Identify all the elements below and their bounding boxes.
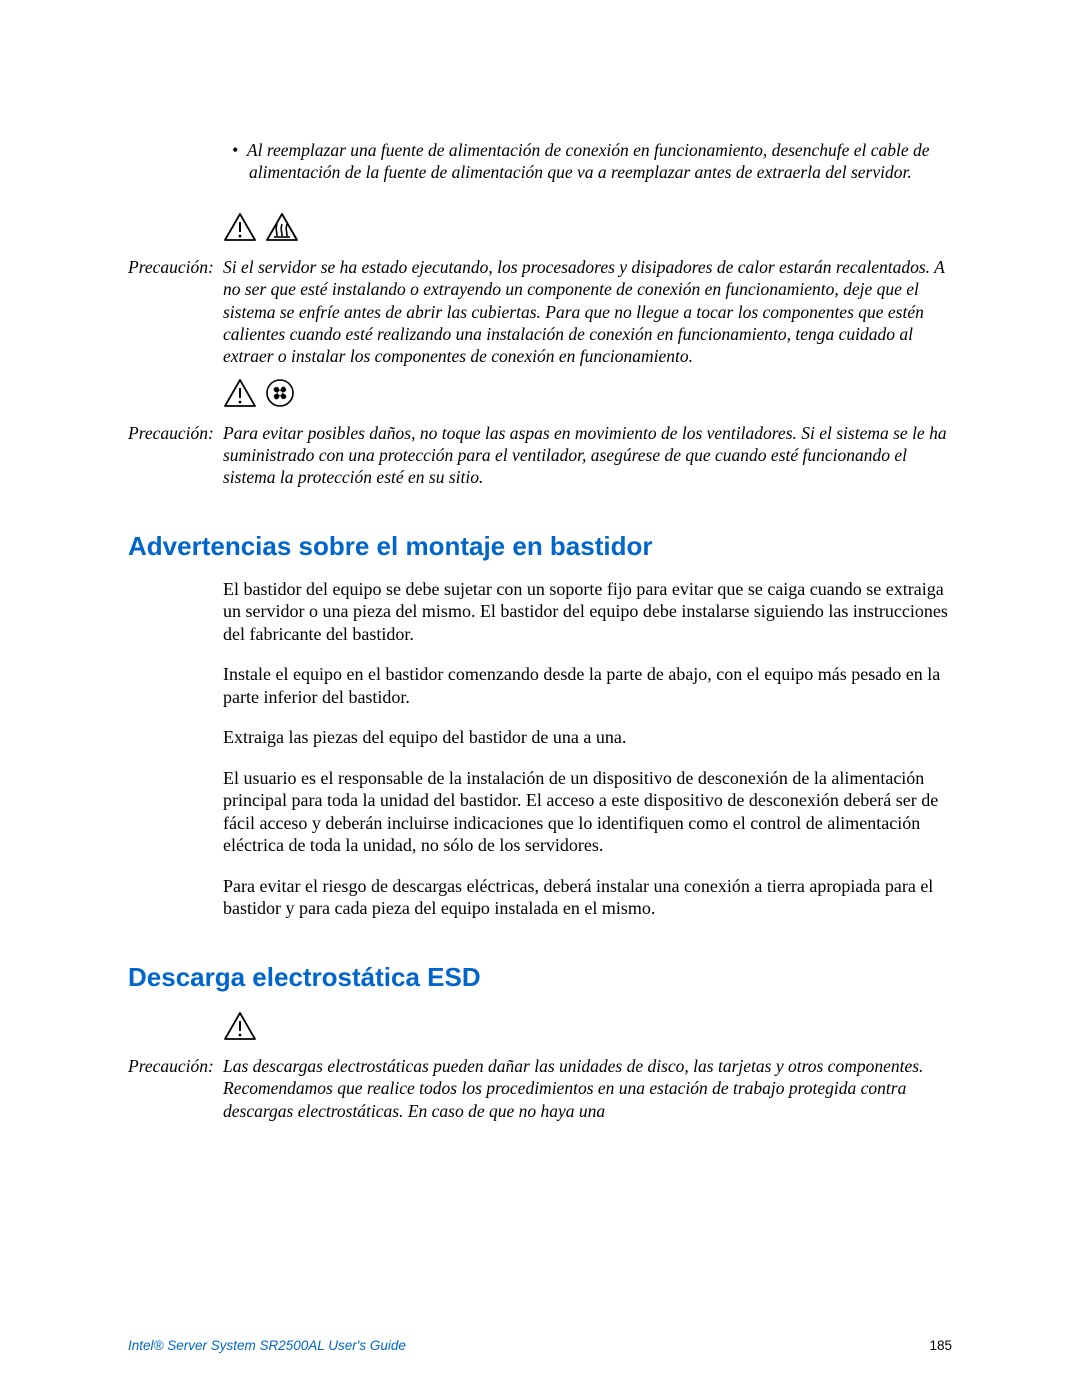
footer-guide-title: Intel® Server System SR2500AL User's Gui… — [128, 1338, 406, 1353]
icons-row-heat — [223, 212, 952, 242]
caution-label: Precaución: — [128, 422, 223, 489]
caution-label: Precaución: — [128, 256, 223, 368]
document-page: • Al reemplazar una fuente de alimentaci… — [0, 0, 1080, 1182]
heading-esd: Descarga electrostática ESD — [128, 962, 952, 993]
caution-text: Para evitar posibles daños, no toque las… — [223, 422, 952, 489]
footer-page-number: 185 — [929, 1338, 952, 1353]
body-paragraph: Extraiga las piezas del equipo del basti… — [223, 726, 952, 749]
caution-text: Las descargas electrostáticas pueden dañ… — [223, 1055, 952, 1122]
body-paragraph: Para evitar el riesgo de descargas eléct… — [223, 875, 952, 920]
bullet-text: Al reemplazar una fuente de alimentación… — [247, 140, 930, 182]
warning-icon — [223, 1011, 257, 1041]
body-paragraph: El bastidor del equipo se debe sujetar c… — [223, 578, 952, 646]
bullet-item: • Al reemplazar una fuente de alimentaci… — [232, 140, 952, 184]
caution-heat: Precaución: Si el servidor se ha estado … — [128, 256, 952, 368]
caution-text: Si el servidor se ha estado ejecutando, … — [223, 256, 952, 368]
caution-fan: Precaución: Para evitar posibles daños, … — [128, 422, 952, 489]
body-paragraph: El usuario es el responsable de la insta… — [223, 767, 952, 857]
caution-esd: Precaución: Las descargas electrostática… — [128, 1055, 952, 1122]
hot-surface-icon — [265, 212, 299, 242]
caution-label: Precaución: — [128, 1055, 223, 1122]
heading-rack-mount: Advertencias sobre el montaje en bastido… — [128, 531, 952, 562]
fan-icon — [265, 378, 295, 408]
body-paragraph: Instale el equipo en el bastidor comenza… — [223, 663, 952, 708]
icons-row-esd — [223, 1011, 952, 1041]
warning-icon — [223, 378, 257, 408]
icons-row-fan — [223, 378, 952, 408]
warning-icon — [223, 212, 257, 242]
page-footer: Intel® Server System SR2500AL User's Gui… — [128, 1338, 952, 1353]
